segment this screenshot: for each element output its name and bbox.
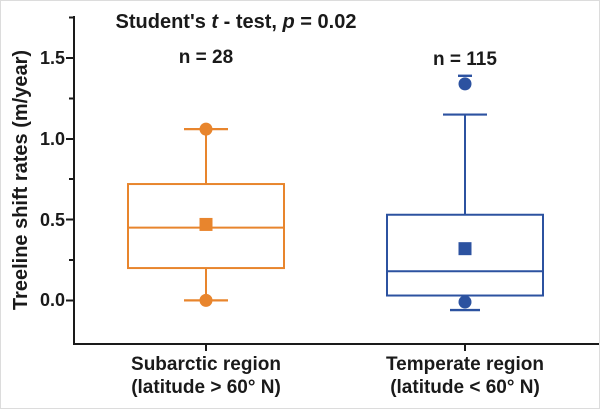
percentile-circle: [458, 77, 472, 91]
y-tick-label: 0.0: [39, 290, 65, 311]
x-category-line1: Subarctic region: [131, 354, 281, 375]
box-subarctic: [127, 183, 285, 270]
percentile-circle: [458, 295, 472, 309]
title-segment: p: [282, 11, 295, 33]
percentile-circle: [199, 293, 213, 307]
x-category-line1: Temperate region: [385, 354, 545, 375]
title-segment: - test,: [218, 11, 283, 33]
mean-square: [458, 242, 472, 256]
x-category-label-temperate: Temperate region (latitude < 60° N): [335, 353, 595, 399]
n-count-temperate: n = 115: [433, 49, 497, 70]
y-tick-label: 1.5: [39, 48, 65, 68]
title-segment: t: [211, 11, 219, 33]
y-tick-label: 0.5: [39, 209, 65, 230]
x-category-label-subarctic: Subarctic region (latitude > 60° N): [76, 353, 336, 399]
x-category-line2: (latitude > 60° N): [131, 377, 281, 398]
y-tick-label: 1.0: [39, 128, 65, 149]
percentile-circle: [199, 122, 213, 136]
title-segment: = 0.02: [294, 11, 357, 33]
chart-title: Student's t - test, p = 0.02: [76, 10, 396, 34]
title-segment: Student's: [115, 11, 212, 33]
mean-square: [199, 217, 213, 231]
n-count-subarctic: n = 28: [178, 47, 234, 68]
x-category-line2: (latitude < 60° N): [390, 377, 540, 398]
